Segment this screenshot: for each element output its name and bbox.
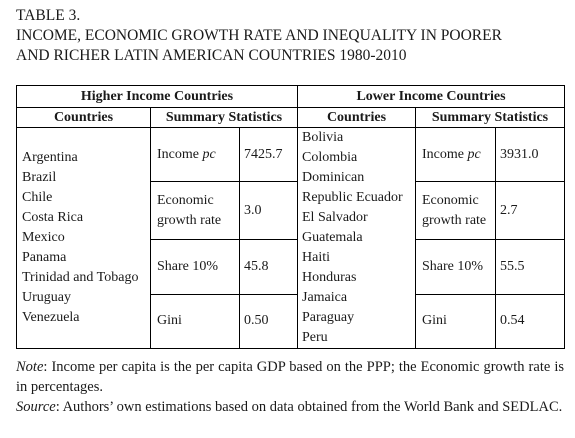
table-title-line-1: INCOME, ECONOMIC GROWTH RATE AND INEQUAL… [16,27,502,44]
country-name: Guatemala [302,230,363,245]
stat-label-income-low: Income pc [415,126,496,183]
country-name: Colombia [302,150,358,165]
stat-label-income-high: Income pc [150,126,240,183]
country-name: Brazil [22,170,57,185]
note-label: Note [16,359,44,375]
country-name: Bolivia [302,130,344,145]
country-name: Haiti [302,250,330,265]
country-name: Jamaica [302,290,348,305]
country-name: Chile [22,190,53,205]
country-name: Argentina [22,150,78,165]
stat-value-share-high: 45.8 [239,239,298,295]
stat-value-gini-low: 0.54 [494,293,566,350]
country-name: Honduras [302,270,357,285]
country-name: Republic Ecuador [302,190,403,205]
note-paragraph: Note: Income per capita is the per capit… [16,357,564,397]
note-text: : Income per capita is the per capita GD… [16,359,564,395]
column-header-countries-low: Countries [297,107,416,128]
high-income-country-list: Argentina Brazil Chile Costa Rica Mexico… [16,127,151,349]
source-text: : Authors’ own estimations based on data… [55,399,563,415]
source-paragraph: Source: Authors’ own estimations based o… [16,397,564,417]
country-name: Paraguay [302,310,355,325]
stat-label-gini-high: Gini [150,293,240,350]
stat-value-gini-high: 0.50 [239,293,298,350]
country-name: Peru [302,330,328,345]
stat-label-share-high: Share 10% [150,239,240,295]
stat-label-share-low: Share 10% [415,239,496,295]
stat-value-income-high: 7425.7 [239,126,298,183]
stat-value-growth-low: 2.7 [494,181,566,241]
source-label: Source [16,399,56,415]
group-header-lower-income: Lower Income Countries [296,85,566,108]
country-name: Dominican [302,170,365,185]
stat-label-gini-low: Gini [415,293,496,350]
column-header-summary-low: Summary Statistics [414,107,566,128]
country-name: El Salvador [302,210,368,225]
column-header-summary-high: Summary Statistics [150,107,298,128]
table-caption: TABLE 3. INCOME, ECONOMIC GROWTH RATE AN… [16,6,566,66]
column-header-countries-high: Countries [16,107,151,128]
country-name: Trinidad and Tobago [22,270,139,285]
stat-value-share-low: 55.5 [494,239,566,295]
table-title-line-2: AND RICHER LATIN AMERICAN COUNTRIES 1980… [16,47,407,64]
stat-label-growth-low: Economic growth rate [415,181,496,241]
country-name: Costa Rica [22,210,84,225]
country-name: Panama [22,250,67,265]
group-header-higher-income: Higher Income Countries [16,85,298,108]
table-notes: Note: Income per capita is the per capit… [16,357,564,417]
stat-label-growth-high: Economic growth rate [150,181,240,241]
low-income-country-list: Bolivia Colombia Dominican Republic Ecua… [297,127,416,349]
country-name: Mexico [22,230,65,245]
country-name: Venezuela [22,310,80,325]
stat-value-growth-high: 3.0 [239,181,298,241]
stat-value-income-low: 3931.0 [494,126,566,183]
income-inequality-table: Higher Income Countries Lower Income Cou… [16,85,566,350]
table-label: TABLE 3. [16,7,81,24]
country-name: Uruguay [22,290,71,305]
